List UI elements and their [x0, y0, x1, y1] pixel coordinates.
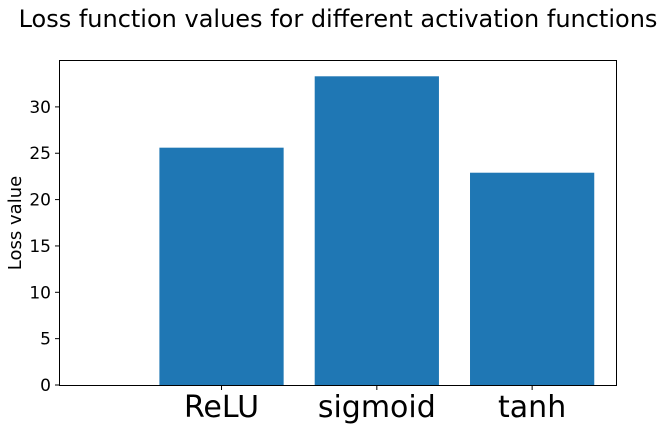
y-axis-ticks: 0 5 10 15 20 25 30 — [29, 98, 60, 396]
bar-relu — [159, 147, 284, 385]
y-tick-label: 15 — [29, 237, 51, 257]
plot-frame — [59, 60, 617, 386]
y-tick-label: 20 — [29, 191, 51, 211]
x-tick-label-tanh: tanh — [498, 390, 566, 425]
y-tick-label: 10 — [29, 283, 51, 303]
x-tick-label-sigmoid: sigmoid — [318, 390, 436, 425]
y-tick-label: 30 — [29, 98, 51, 118]
x-axis-ticks: ReLU sigmoid tanh — [184, 385, 566, 425]
y-tick-label: 25 — [29, 144, 51, 164]
bar-sigmoid — [314, 76, 439, 385]
bar-tanh — [470, 172, 595, 385]
y-tick-label: 5 — [40, 330, 51, 350]
y-axis-label: Loss value — [5, 176, 26, 270]
y-tick-label: 0 — [40, 376, 51, 396]
bars-group — [159, 76, 595, 385]
x-tick-label-relu: ReLU — [184, 390, 259, 425]
chart-title: Loss function values for different activ… — [19, 5, 658, 33]
